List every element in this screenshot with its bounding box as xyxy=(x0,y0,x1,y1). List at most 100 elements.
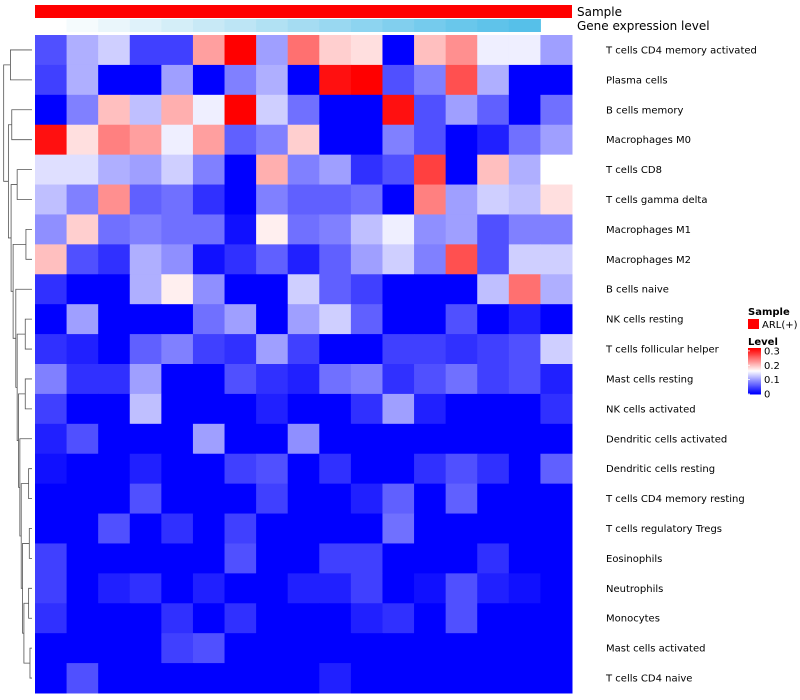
heatmap-cell xyxy=(129,423,162,455)
legend-colorbar-step xyxy=(748,351,761,354)
heatmap-cell xyxy=(192,483,226,515)
heatmap-cell xyxy=(192,573,226,604)
heatmap-cell xyxy=(508,124,541,156)
heatmap-cell xyxy=(287,35,320,66)
heatmap-cell xyxy=(477,543,510,574)
heatmap-cell xyxy=(414,184,447,215)
heatmap-cell xyxy=(129,334,162,365)
legend-colorbar-step xyxy=(748,357,761,359)
heatmap-cell xyxy=(319,244,352,275)
heatmap-cell xyxy=(35,513,68,544)
legend-colorbar-step xyxy=(748,372,761,374)
heatmap-cell xyxy=(445,513,478,544)
heatmap-cell xyxy=(256,64,289,96)
heatmap-cell xyxy=(319,543,352,574)
legend-colorbar-step xyxy=(748,374,761,377)
heatmap-cell xyxy=(256,483,289,515)
heatmap-cell xyxy=(508,513,541,544)
legend-sample-label: ARL(+) xyxy=(762,320,798,331)
heatmap-cell xyxy=(287,184,320,215)
heatmap-cell xyxy=(66,64,99,96)
heatmap-cell xyxy=(66,94,99,126)
heatmap-cell xyxy=(129,633,162,664)
heatmap-cell xyxy=(98,274,131,305)
heatmap-cell xyxy=(414,154,447,186)
heatmap-cell xyxy=(256,453,289,485)
legend-colorbar-step xyxy=(748,383,761,386)
heatmap-cell xyxy=(540,304,573,335)
heatmap-cell xyxy=(287,513,320,544)
heatmap-cell xyxy=(224,244,257,275)
heatmap-cell xyxy=(192,423,226,455)
heatmap-cell xyxy=(508,483,541,515)
row-label: Dendritic cells resting xyxy=(606,464,715,475)
heatmap-cell xyxy=(508,573,541,604)
row-label: T cells follicular helper xyxy=(605,345,720,356)
heatmap-cell xyxy=(224,603,257,634)
heatmap-cell xyxy=(287,304,320,335)
heatmap-cell xyxy=(66,483,99,515)
heatmap-cell xyxy=(192,663,226,694)
heatmap-cell xyxy=(319,214,352,245)
legend-colorbar-step xyxy=(748,388,761,390)
heatmap-cell xyxy=(256,334,289,365)
heatmap-cell xyxy=(192,393,226,425)
heatmap-cell xyxy=(414,513,447,544)
heatmap-cell xyxy=(129,513,162,544)
row-label: Dendritic cells activated xyxy=(606,434,727,445)
heatmap-cell xyxy=(508,214,541,245)
heatmap-cell xyxy=(287,64,320,96)
heatmap-cell xyxy=(540,483,573,515)
heatmap-cell xyxy=(477,274,510,305)
heatmap-cell xyxy=(350,214,383,245)
heatmap-cell xyxy=(445,154,478,186)
heatmap-cell xyxy=(319,423,352,455)
legend-colorbar-step xyxy=(748,361,761,364)
legend-colorbar-step xyxy=(748,385,761,388)
heatmap-cell xyxy=(382,633,415,664)
heatmap-cell xyxy=(35,364,68,395)
heatmap-cell xyxy=(445,573,478,604)
heatmap-cell xyxy=(161,35,194,66)
heatmap-cell xyxy=(445,94,478,126)
heatmap-cell xyxy=(224,64,257,96)
heatmap-cell xyxy=(66,543,99,574)
expression-annotation-cell xyxy=(35,19,68,32)
heatmap-cell xyxy=(35,214,68,245)
heatmap-cell xyxy=(161,124,194,156)
heatmap-cell xyxy=(66,244,99,275)
heatmap-cell xyxy=(66,184,99,215)
heatmap-cell xyxy=(256,423,289,455)
heatmap-cell xyxy=(414,274,447,305)
heatmap-cell xyxy=(224,35,257,66)
heatmap-cell xyxy=(256,124,289,156)
legend-colorbar-step xyxy=(748,379,761,381)
heatmap-cell xyxy=(66,423,99,455)
expression-annotation-cell xyxy=(350,19,383,32)
heatmap-cell xyxy=(192,184,226,215)
heatmap-cell xyxy=(35,304,68,335)
heatmap-cell xyxy=(98,35,131,66)
heatmap-cell xyxy=(224,633,257,664)
heatmap-cell xyxy=(224,304,257,335)
heatmap-cell xyxy=(382,35,415,66)
legend-colorbar-step xyxy=(748,348,761,350)
heatmap-cell xyxy=(319,453,352,485)
heatmap-cell xyxy=(287,453,320,485)
heatmap-cell xyxy=(540,124,573,156)
legend-colorbar-step xyxy=(748,376,761,379)
expression-annotation-cell xyxy=(382,19,415,32)
heatmap-cell xyxy=(66,154,99,186)
heatmap-cell xyxy=(540,513,573,544)
heatmap-cell xyxy=(287,603,320,634)
heatmap-cell xyxy=(98,214,131,245)
legend-colorbar-step xyxy=(748,382,761,385)
legend-colorbar-step xyxy=(748,349,761,351)
heatmap-cell xyxy=(508,423,541,455)
heatmap-cell xyxy=(540,633,573,664)
heatmap-cell xyxy=(129,274,162,305)
heatmap-cell xyxy=(445,124,478,156)
heatmap-cell xyxy=(224,334,257,365)
heatmap-cell xyxy=(161,453,194,485)
heatmap-cell xyxy=(382,603,415,634)
